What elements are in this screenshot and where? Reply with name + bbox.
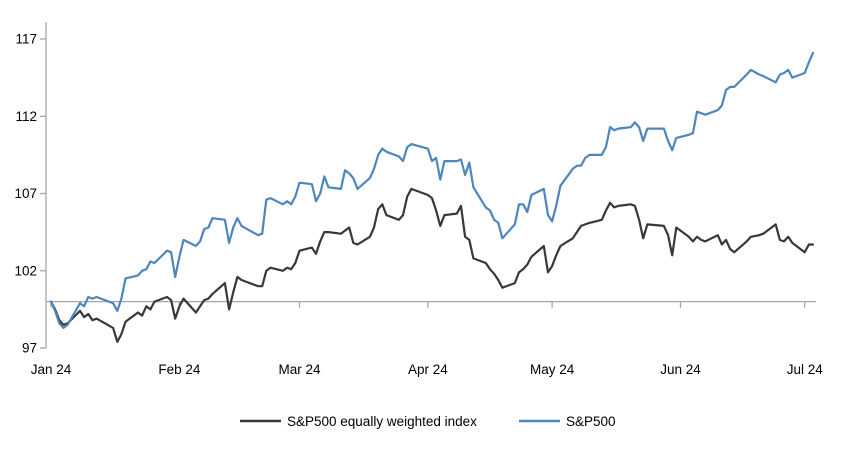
y-tick-label-107: 107 [14,186,37,201]
x-tick-label-jun-24: Jun 24 [660,362,701,377]
x-tick-label-may-24: May 24 [530,362,575,377]
chart-legend: S&P500 equally weighted index S&P500 [240,414,616,429]
series-line-equal-weighted-index [49,187,815,343]
series-line-sp500 [49,51,815,329]
axes [40,22,816,349]
y-tick-label-97: 97 [22,341,37,356]
x-tick-label-mar-24: Mar 24 [278,362,321,377]
y-tick-label-117: 117 [15,32,37,47]
y-tick-label-112: 112 [15,109,37,124]
x-tick-label-jan-24: Jan 24 [31,362,72,377]
x-tick-label-feb-24: Feb 24 [158,362,201,377]
x-axis-tick-labels: Jan 24 Feb 24 Mar 24 Apr 24 May 24 Jun 24 Jul … [31,362,823,377]
legend-label-equal-weighted-index: S&P500 equally weighted index [287,414,477,429]
legend-label-sp500: S&P500 [566,414,616,429]
y-axis-tick-labels: 97 102 107 112 117 [14,32,37,356]
x-tick-label-jul-24: Jul 24 [787,362,824,377]
x-tick-label-apr-24: Apr 24 [408,362,448,377]
y-tick-label-102: 102 [14,263,37,278]
